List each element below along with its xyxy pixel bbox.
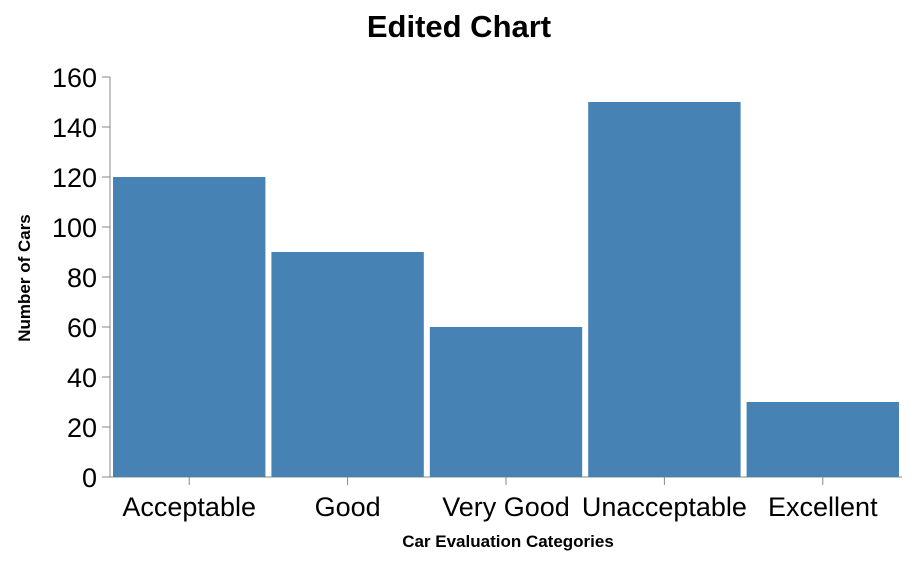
chart-title: Edited Chart xyxy=(367,9,551,44)
bar-good xyxy=(271,252,424,477)
y-tick-label: 100 xyxy=(52,213,97,243)
y-tick-label: 80 xyxy=(67,263,97,293)
y-axis-title: Number of Cars xyxy=(15,214,34,342)
x-tick-label: Unacceptable xyxy=(582,492,747,522)
bar-acceptable xyxy=(113,177,266,477)
y-tick-label: 140 xyxy=(52,113,97,143)
bar-excellent xyxy=(746,402,899,477)
bar-unacceptable xyxy=(588,102,741,477)
x-tick-label: Excellent xyxy=(768,492,878,522)
x-axis-title: Car Evaluation Categories xyxy=(402,532,614,551)
x-tick-label: Good xyxy=(315,492,381,522)
bar-very-good xyxy=(429,327,583,477)
x-axis: Acceptable Good Very Good Unacceptable Excel… xyxy=(110,476,902,522)
x-tick-label: Acceptable xyxy=(122,492,256,522)
bars-group xyxy=(113,102,899,477)
y-tick-label: 0 xyxy=(82,463,97,493)
y-tick-label: 120 xyxy=(52,163,97,193)
y-axis: 0 20 40 60 80 100 120 140 160 xyxy=(52,63,111,493)
y-tick-label: 60 xyxy=(67,313,97,343)
y-tick-label: 40 xyxy=(67,363,97,393)
y-tick-label: 160 xyxy=(52,63,97,93)
y-tick-label: 20 xyxy=(67,413,97,443)
x-tick-label: Very Good xyxy=(442,492,570,522)
